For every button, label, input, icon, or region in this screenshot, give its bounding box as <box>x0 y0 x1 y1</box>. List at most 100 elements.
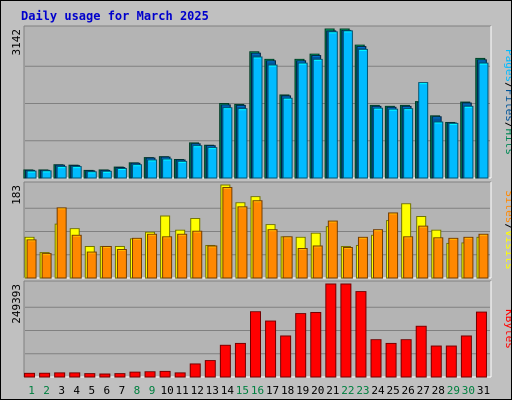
chart-title: Daily usage for March 2025 <box>21 9 209 23</box>
bar-kbytes-3 <box>54 372 66 378</box>
bar-sites-31 <box>478 233 489 279</box>
bar-sites-16 <box>252 200 263 279</box>
bar-sites-2 <box>41 253 52 279</box>
bar-kbytes-2 <box>39 372 51 378</box>
bar-sites-19 <box>297 248 308 279</box>
day-label-13: 13 <box>206 384 219 397</box>
bar-sites-22 <box>342 247 353 279</box>
ylabel-part: KBytes <box>503 309 511 349</box>
bar-kbytes-11 <box>174 372 186 378</box>
bar-kbytes-29 <box>445 345 457 378</box>
day-label-6: 6 <box>104 384 111 397</box>
bar-kbytes-4 <box>69 372 81 378</box>
bar-pages-14 <box>222 107 233 179</box>
day-label-8: 8 <box>134 384 141 397</box>
bar-kbytes-1 <box>24 372 36 378</box>
bar-sites-8 <box>131 237 142 279</box>
bar-sites-29 <box>448 237 459 279</box>
ylabel-part: Sites <box>503 190 511 223</box>
bar-kbytes-25 <box>385 342 397 378</box>
bar-kbytes-21 <box>325 283 337 378</box>
bar-kbytes-15 <box>234 342 246 378</box>
day-label-28: 28 <box>432 384 445 397</box>
bar-sites-3 <box>56 207 67 279</box>
ylabel-part: / <box>503 122 511 129</box>
bar-kbytes-10 <box>159 370 171 378</box>
bar-pages-25 <box>388 108 399 179</box>
bar-pages-21 <box>327 31 338 179</box>
ylabel-part: / <box>503 82 511 89</box>
bar-pages-19 <box>297 62 308 179</box>
bar-pages-22 <box>342 30 353 179</box>
bar-kbytes-18 <box>280 335 292 378</box>
bar-pages-27 <box>418 82 429 179</box>
bar-pages-3 <box>56 166 67 179</box>
bar-kbytes-12 <box>189 363 201 378</box>
day-label-23: 23 <box>356 384 369 397</box>
bar-sites-9 <box>147 233 158 279</box>
bar-sites-12 <box>192 230 203 279</box>
bar-pages-10 <box>162 158 173 179</box>
bar-kbytes-22 <box>340 283 352 378</box>
bar-sites-21 <box>327 220 338 279</box>
ylabel-part: Hits <box>503 129 511 156</box>
bar-pages-13 <box>207 147 218 179</box>
bar-pages-24 <box>373 107 384 179</box>
ylabel-part: / <box>503 223 511 230</box>
bar-sites-6 <box>101 245 112 279</box>
bar-pages-1 <box>26 170 37 179</box>
day-label-14: 14 <box>221 384 235 397</box>
bar-sites-13 <box>207 245 218 279</box>
bar-sites-14 <box>222 187 233 279</box>
day-label-2: 2 <box>43 384 50 397</box>
day-label-16: 16 <box>251 384 264 397</box>
day-label-10: 10 <box>160 384 173 397</box>
day-label-5: 5 <box>88 384 95 397</box>
bar-pages-11 <box>177 160 188 179</box>
bar-pages-7 <box>116 168 127 179</box>
bar-pages-9 <box>147 159 158 179</box>
bar-kbytes-28 <box>430 345 442 378</box>
bar-kbytes-31 <box>475 311 487 378</box>
bar-sites-11 <box>177 233 188 279</box>
bar-pages-2 <box>41 170 52 179</box>
bar-sites-4 <box>71 234 82 279</box>
bar-kbytes-9 <box>144 371 156 378</box>
bar-pages-26 <box>403 108 414 179</box>
bar-sites-23 <box>357 236 368 279</box>
bar-pages-31 <box>478 62 489 179</box>
bar-kbytes-27 <box>415 325 427 378</box>
bar-sites-25 <box>388 212 399 279</box>
day-label-11: 11 <box>176 384 189 397</box>
bar-pages-4 <box>71 166 82 179</box>
bar-pages-29 <box>448 122 459 179</box>
day-label-12: 12 <box>191 384 204 397</box>
bar-sites-26 <box>403 236 414 279</box>
bar-kbytes-30 <box>460 335 472 378</box>
day-label-24: 24 <box>371 384 385 397</box>
bar-sites-5 <box>86 251 97 279</box>
bar-sites-28 <box>433 237 444 279</box>
day-label-21: 21 <box>326 384 339 397</box>
bar-sites-27 <box>418 225 429 279</box>
bar-pages-17 <box>267 64 278 179</box>
bar-pages-16 <box>252 56 263 179</box>
ylabel-top: Pages/Files/Hits <box>503 49 511 155</box>
bar-kbytes-14 <box>219 344 231 378</box>
day-label-20: 20 <box>311 384 324 397</box>
bar-pages-18 <box>282 97 293 179</box>
day-label-18: 18 <box>281 384 294 397</box>
bar-sites-1 <box>26 239 37 279</box>
bar-sites-17 <box>267 229 278 279</box>
ylabel-bottom: KBytes <box>503 309 511 349</box>
bar-kbytes-13 <box>204 360 216 378</box>
ymax-label-middle: 183 <box>10 185 23 205</box>
ylabel-part: Pages <box>503 49 511 82</box>
day-label-27: 27 <box>417 384 430 397</box>
bar-pages-28 <box>433 121 444 179</box>
day-label-7: 7 <box>119 384 126 397</box>
bar-sites-20 <box>312 245 323 279</box>
bar-pages-5 <box>86 171 97 179</box>
